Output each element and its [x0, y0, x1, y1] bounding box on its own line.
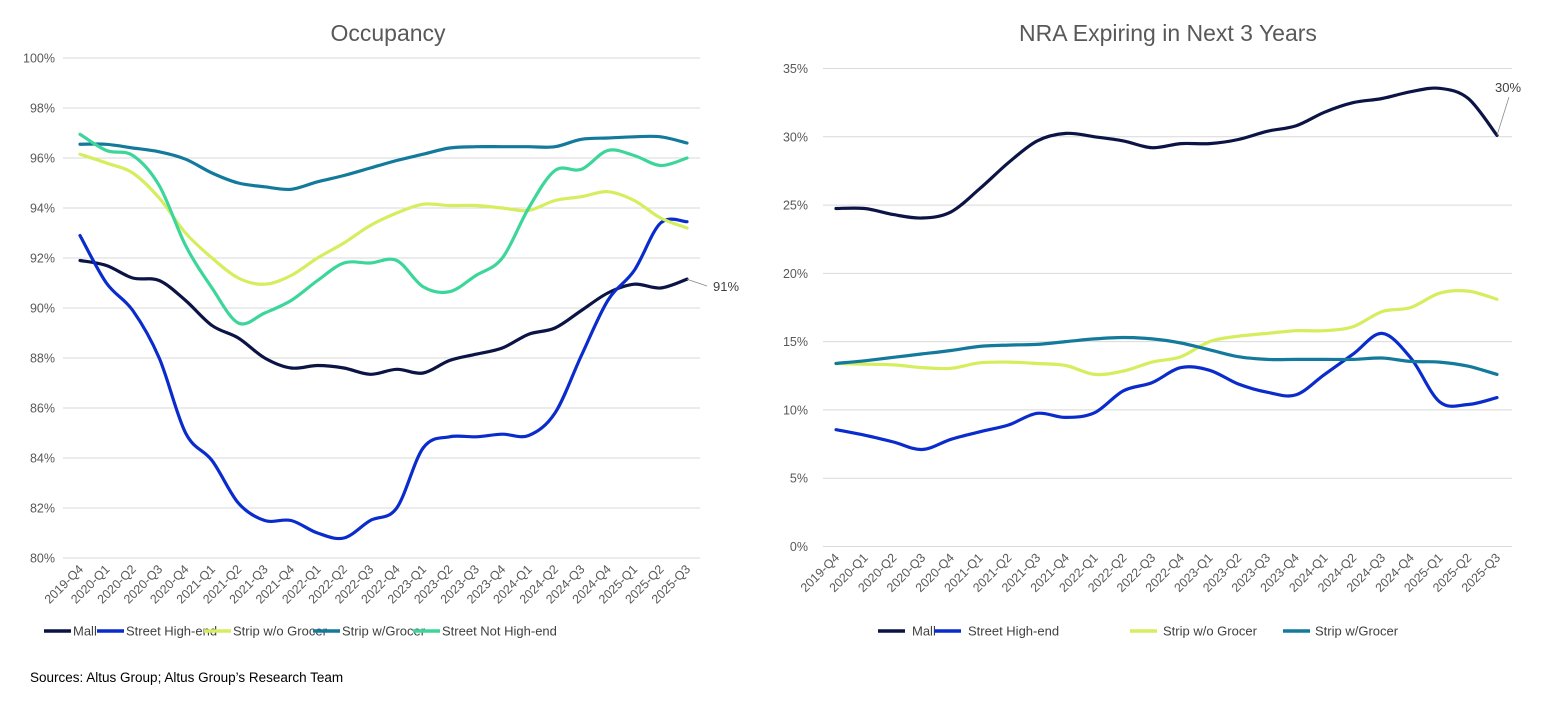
legend-label: Street Not High-end — [442, 624, 557, 639]
series-line-strip-w-o-grocer — [78, 152, 689, 286]
chart-title: NRA Expiring in Next 3 Years — [1019, 20, 1317, 46]
legend-label: Strip w/Grocer — [1315, 624, 1399, 639]
y-tick-label: 80% — [30, 552, 55, 566]
series-line-street-not-high-end — [78, 132, 689, 326]
chart-occupancy: Occupancy 80% 82% 84% 86% 88% 90% 92% 94% 96% 98% 1… — [23, 20, 739, 639]
data-label: 30% — [1495, 80, 1521, 95]
series-line-street-high-end — [78, 217, 689, 541]
y-tick-label: 84% — [30, 452, 55, 466]
y-tick-label: 35% — [783, 62, 808, 76]
y-tick-label: 30% — [783, 130, 808, 144]
legend-label: Street High-end — [968, 624, 1059, 639]
y-tick-label: 86% — [30, 402, 55, 416]
y-tick-label: 0% — [790, 540, 808, 554]
y-tick-label: 94% — [30, 202, 55, 216]
y-tick-label: 20% — [783, 267, 808, 281]
y-tick-label: 25% — [783, 199, 808, 213]
chart-nra-expiring: NRA Expiring in Next 3 Years 0% 5% 10% 15% 20… — [783, 20, 1521, 639]
y-tick-label: 15% — [783, 335, 808, 349]
legend-label: Strip w/o Grocer — [1163, 624, 1258, 639]
y-tick-label: 10% — [783, 403, 808, 417]
annotation-leader — [1496, 96, 1510, 136]
series-line-strip-w-grocer — [834, 335, 1499, 376]
source-note: Sources: Altus Group; Altus Group’s Rese… — [30, 670, 343, 685]
y-tick-label: 5% — [790, 472, 808, 486]
y-tick-label: 88% — [30, 352, 55, 366]
legend-label: Strip w/o Grocer — [233, 624, 328, 639]
y-tick-label: 96% — [30, 152, 55, 166]
series-line-street-high-end — [834, 331, 1499, 452]
series-line-mall — [78, 258, 689, 376]
y-tick-label: 90% — [30, 302, 55, 316]
series-line-strip-w-grocer — [78, 134, 689, 192]
y-tick-label: 98% — [30, 102, 55, 116]
legend-label: Street High-end — [126, 624, 217, 639]
data-label: 91% — [713, 279, 739, 294]
chart-title: Occupancy — [330, 20, 446, 46]
y-tick-label: 100% — [23, 52, 55, 66]
legend-label: Mall — [912, 624, 936, 639]
legend-label: Strip w/Grocer — [342, 624, 426, 639]
series-line-mall — [834, 86, 1499, 220]
y-tick-label: 92% — [30, 252, 55, 266]
annotation-leader — [686, 278, 708, 287]
y-tick-label: 82% — [30, 502, 55, 516]
series-line-strip-w-o-grocer — [834, 288, 1499, 377]
legend-label: Mall — [73, 624, 97, 639]
